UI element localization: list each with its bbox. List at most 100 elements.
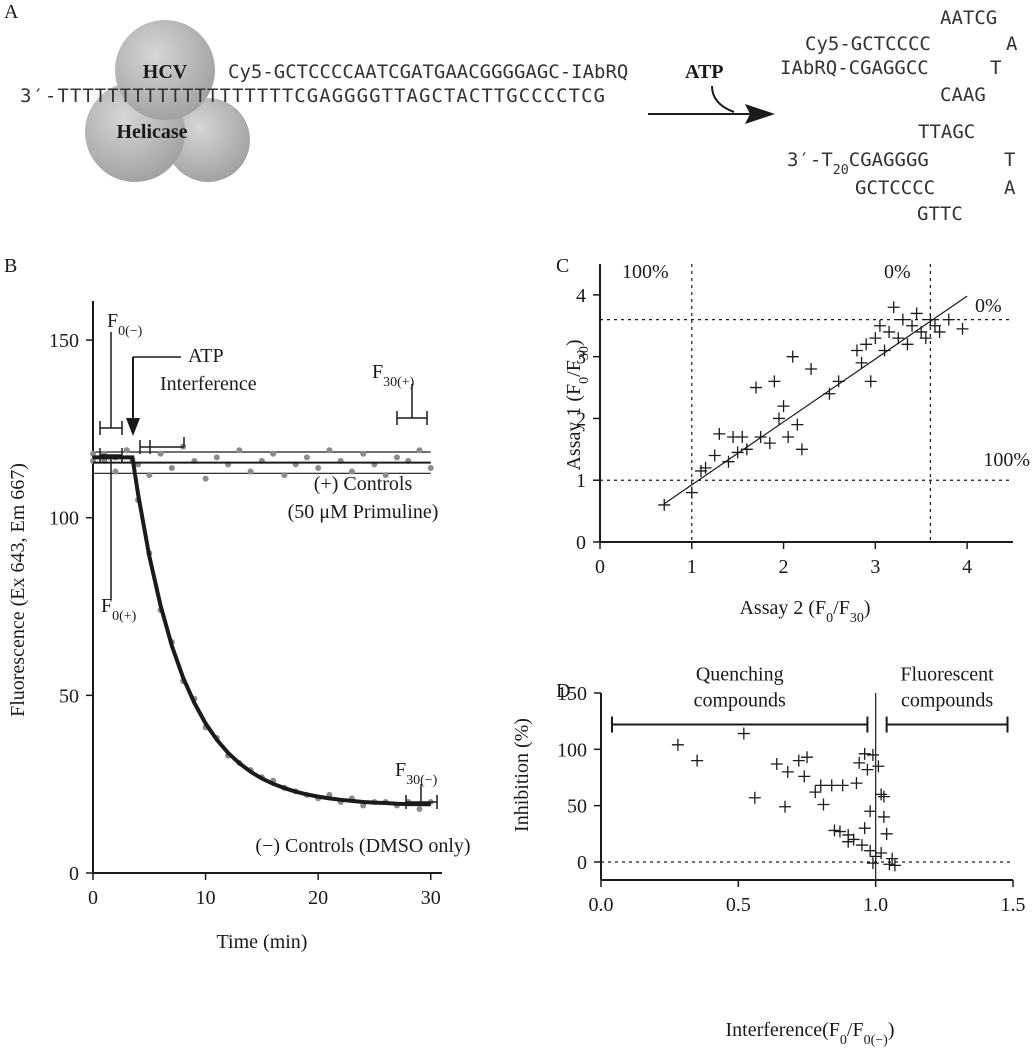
y-tick-label: 100 bbox=[557, 739, 587, 761]
x-tick-label: 0.0 bbox=[589, 894, 614, 916]
text-part: F bbox=[101, 595, 112, 617]
data-point bbox=[671, 738, 684, 751]
data-point bbox=[798, 770, 811, 783]
y-tick-label: 0 bbox=[576, 532, 586, 554]
data-point bbox=[873, 319, 886, 332]
hairpin-text: GCTCCCC bbox=[855, 177, 935, 199]
data-point bbox=[877, 790, 890, 803]
subscript: 30(+) bbox=[383, 375, 415, 390]
data-point bbox=[315, 464, 322, 471]
hairpin-text: AATCG bbox=[940, 7, 997, 29]
data-point bbox=[933, 325, 946, 338]
data-point bbox=[326, 447, 333, 454]
data-point bbox=[202, 475, 209, 482]
data-point bbox=[942, 313, 955, 326]
probe-sequence: Cy5-GCTCCCCAATCGATGAACGGGGAGC-IAbRQ bbox=[228, 61, 628, 83]
data-point bbox=[906, 319, 919, 332]
x-tick-label: 10 bbox=[196, 887, 216, 909]
x-tick-label: 30 bbox=[421, 887, 441, 909]
protein-label: HCV bbox=[143, 61, 188, 83]
hairpin-text: A bbox=[1004, 177, 1016, 199]
helicase-shape bbox=[115, 20, 215, 120]
x-tick-label: 1.5 bbox=[1001, 894, 1026, 916]
x-tick-label: 1 bbox=[687, 556, 697, 578]
text-part: ) bbox=[888, 1019, 895, 1041]
data-point bbox=[805, 363, 818, 376]
data-point bbox=[348, 468, 355, 475]
data-point bbox=[90, 450, 96, 457]
data-point bbox=[777, 400, 790, 413]
y-tick-label: 2 bbox=[576, 408, 586, 430]
data-point bbox=[850, 344, 863, 357]
data-point bbox=[888, 859, 901, 872]
data-point bbox=[786, 350, 799, 363]
data-point bbox=[833, 825, 846, 838]
y-axis-label: Inhibition (%) bbox=[511, 718, 533, 832]
annotation: ATP bbox=[188, 345, 224, 367]
data-point bbox=[869, 850, 882, 863]
data-point bbox=[901, 338, 914, 351]
data-point bbox=[772, 412, 785, 425]
data-point bbox=[858, 747, 871, 760]
subscript: 30 bbox=[577, 346, 592, 360]
subscript: 0(−) bbox=[864, 1033, 889, 1048]
hairpin-text: A bbox=[1006, 33, 1018, 55]
text-part: Interference bbox=[160, 373, 257, 395]
text-part: /F bbox=[847, 1019, 864, 1041]
hairpin-text: IAbRQ-CGAGGCC bbox=[780, 57, 929, 79]
data-point bbox=[875, 846, 888, 859]
data-point bbox=[731, 446, 744, 459]
bracket-label: Fluorescent bbox=[900, 664, 994, 686]
annotation: 0% bbox=[975, 295, 1002, 317]
arrow-head bbox=[745, 104, 775, 124]
x-tick-label: 0 bbox=[88, 887, 98, 909]
annotation: F30(−) bbox=[395, 759, 438, 788]
data-point bbox=[861, 763, 874, 776]
hairpin-text: CAAG bbox=[940, 84, 986, 106]
x-tick-label: 1.0 bbox=[863, 894, 888, 916]
substrate-sequence: 3′-TTTTTTTTTTTTTTTTTTTCGAGGGGTTAGCTACTTG… bbox=[20, 85, 605, 107]
y-tick-label: 50 bbox=[59, 685, 79, 707]
y-axis-label: Assay 1 (F0/F30) bbox=[563, 339, 592, 470]
x-axis-label: Time (min) bbox=[217, 931, 308, 953]
data-point bbox=[658, 498, 671, 511]
data-point bbox=[236, 447, 243, 454]
data-point bbox=[877, 810, 890, 823]
data-point bbox=[213, 454, 220, 461]
data-point bbox=[750, 381, 763, 394]
data-point bbox=[825, 779, 838, 792]
data-point bbox=[281, 472, 288, 479]
annotation: (+) Controls bbox=[314, 473, 413, 495]
text-part: Interference(F bbox=[726, 1019, 840, 1041]
data-point bbox=[880, 827, 893, 840]
annotation: 100% bbox=[983, 449, 1030, 471]
hairpin-text: T bbox=[1004, 149, 1015, 171]
hairpin-text: 3′-T20CGAGGGG bbox=[787, 149, 929, 178]
text-part: Assay 1 (F bbox=[563, 384, 585, 471]
data-point bbox=[247, 468, 254, 475]
text-part: Fluorescence (Ex 643, Em 667) bbox=[7, 463, 29, 717]
data-point bbox=[896, 313, 909, 326]
data-point bbox=[919, 332, 932, 345]
hairpin-text: GTTC bbox=[917, 203, 963, 225]
data-point bbox=[855, 839, 868, 852]
panel-letter: C bbox=[556, 255, 569, 277]
subscript: 0 bbox=[840, 1033, 847, 1048]
y-tick-label: 100 bbox=[49, 508, 79, 530]
text-part: (50 μM Primuline) bbox=[288, 501, 439, 523]
data-point bbox=[847, 833, 860, 846]
data-point bbox=[883, 325, 896, 338]
panel-letter: D bbox=[556, 680, 570, 702]
subscript: 20 bbox=[833, 163, 849, 178]
fit-line bbox=[663, 295, 968, 505]
data-point bbox=[792, 754, 805, 767]
bracket-label: compounds bbox=[901, 690, 993, 712]
helicase-shape bbox=[166, 98, 250, 182]
text-part: /F bbox=[833, 597, 850, 619]
x-tick-label: 2 bbox=[779, 556, 789, 578]
text-part: Inhibition (%) bbox=[511, 718, 533, 832]
data-point bbox=[864, 805, 877, 818]
y-tick-label: 150 bbox=[49, 330, 79, 352]
x-tick-label: 4 bbox=[962, 556, 972, 578]
